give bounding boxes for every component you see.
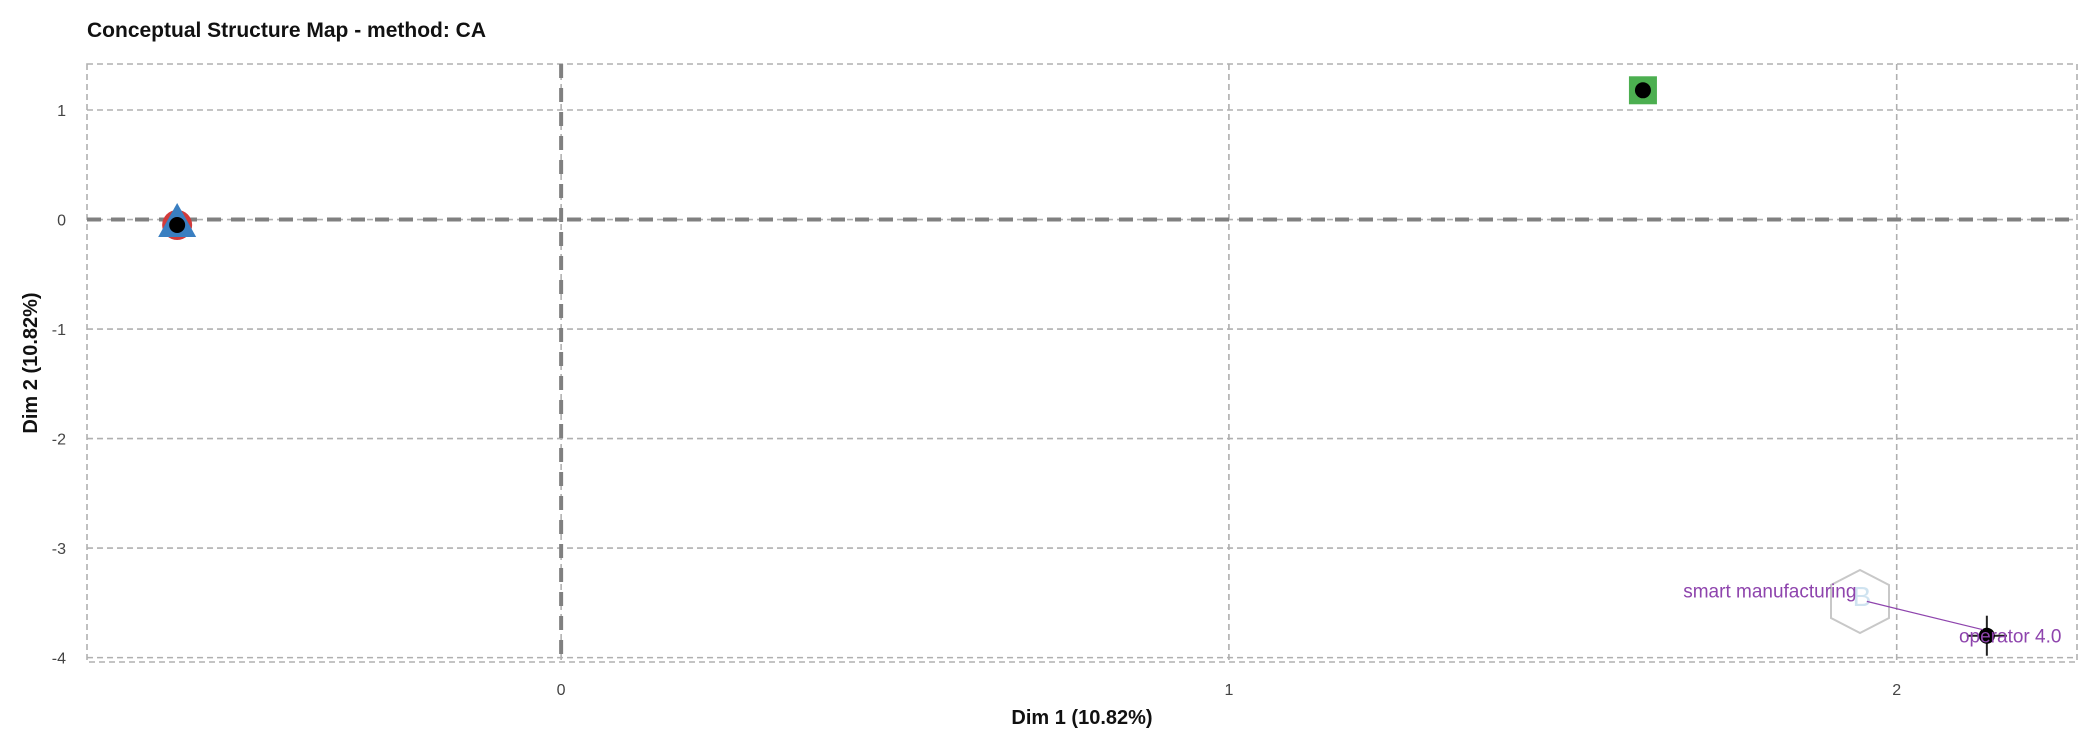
y-tick-label: -1 xyxy=(52,322,66,339)
chart-title: Conceptual Structure Map - method: CA xyxy=(87,19,486,42)
data-point xyxy=(1978,627,1995,644)
x-tick-label: 2 xyxy=(1892,682,1901,699)
point-label: operator 4.0 xyxy=(1959,626,2061,647)
y-tick-label: -4 xyxy=(52,651,66,668)
grid xyxy=(86,63,2078,663)
points xyxy=(158,76,2007,656)
hexagon-logo-icon: B xyxy=(1830,568,1890,635)
plot-border xyxy=(86,63,2078,663)
label-connector xyxy=(1866,600,1983,631)
tick-labels: 0 1 2 1 0 -1 -2 -3 -4 xyxy=(52,103,1901,699)
y-tick-label: -3 xyxy=(52,541,66,558)
data-point xyxy=(1634,82,1651,99)
x-tick-label: 0 xyxy=(557,682,566,699)
y-tick-label: 1 xyxy=(57,103,66,120)
y-tick-label: -2 xyxy=(52,432,66,449)
point-labels: smart manufacturing operator 4.0 xyxy=(1683,581,2061,647)
point-label: smart manufacturing xyxy=(1683,581,1856,602)
y-axis-title: Dim 2 (10.82%) xyxy=(20,292,42,433)
y-tick-label: 0 xyxy=(57,213,66,230)
x-tick-label: 1 xyxy=(1224,682,1233,699)
origin-lines xyxy=(87,64,2077,662)
svg-text:B: B xyxy=(1853,581,1872,612)
data-point xyxy=(169,217,186,233)
x-axis-title: Dim 1 (10.82%) xyxy=(1011,707,1152,729)
